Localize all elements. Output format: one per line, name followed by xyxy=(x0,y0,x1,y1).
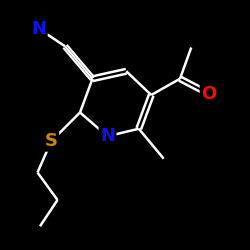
Text: O: O xyxy=(201,85,216,103)
Text: N: N xyxy=(100,127,115,145)
Text: S: S xyxy=(45,132,58,150)
Text: N: N xyxy=(31,20,46,38)
